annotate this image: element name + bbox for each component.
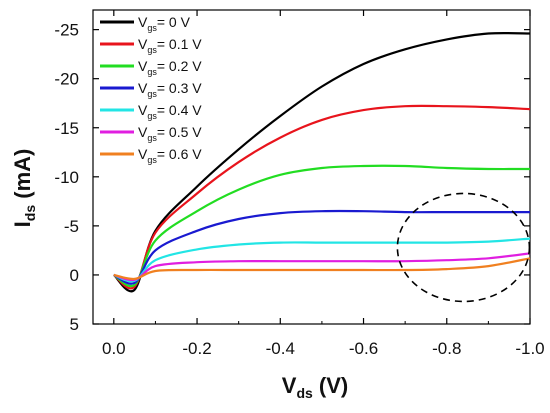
- series-line: [113, 252, 531, 282]
- y-tick-label: 0: [70, 266, 79, 285]
- y-axis-title: Ids (mA): [10, 149, 38, 228]
- series-line: [113, 209, 530, 285]
- y-tick-label: -5: [64, 217, 79, 236]
- x-tick-label: -0.2: [182, 339, 211, 358]
- legend-label: Vgs= 0.5 V: [138, 124, 202, 143]
- x-axis-ticks: 0.0 -0.2 -0.4 -0.6 -0.8 -1.0: [102, 10, 545, 358]
- series-line: [113, 104, 531, 290]
- y-tick-label: 5: [70, 315, 79, 334]
- x-tick-label: -1.0: [515, 339, 544, 358]
- legend-label: Vgs= 0.2 V: [138, 58, 202, 77]
- y-tick-label: -20: [54, 70, 79, 89]
- x-tick-label: -0.4: [266, 339, 295, 358]
- legend-label: Vgs= 0.4 V: [138, 102, 202, 121]
- legend-label: Vgs= 0 V: [138, 14, 191, 33]
- x-axis-title-sub: ds: [296, 385, 313, 401]
- legend-label: Vgs= 0.6 V: [138, 146, 202, 165]
- x-axis-title-main: V: [282, 373, 297, 398]
- series-line: [113, 164, 531, 288]
- series-line: [113, 237, 531, 283]
- x-tick-label: 0.0: [102, 339, 126, 358]
- legend-label: Vgs= 0.3 V: [138, 80, 202, 99]
- plot-border: [92, 9, 531, 325]
- y-tick-label: -10: [54, 168, 79, 187]
- series-line: [113, 257, 531, 281]
- x-tick-label: -0.8: [432, 339, 461, 358]
- saturation-highlight-circle: [396, 192, 531, 303]
- x-axis-title-unit: (V): [313, 373, 348, 398]
- annotation-layer: [396, 192, 531, 303]
- y-axis-ticks: 5 0 -5 -10 -15 -20 -25: [54, 21, 530, 334]
- legend-label: Vgs= 0.1 V: [138, 36, 202, 55]
- y-tick-label: -25: [54, 21, 79, 40]
- series-layer: [113, 32, 531, 293]
- y-axis-title-unit: (mA): [10, 149, 35, 205]
- y-tick-label: -15: [54, 119, 79, 138]
- x-tick-label: -0.6: [349, 339, 378, 358]
- x-axis-title: Vds (V): [282, 373, 348, 401]
- plot-frame: [92, 9, 531, 325]
- legend: Vgs= 0 V Vgs= 0.1 V Vgs= 0.2 V Vgs= 0.3 V Vg…: [100, 14, 202, 165]
- y-axis-title-sub: ds: [22, 205, 38, 222]
- y-axis-title-main: I: [10, 221, 35, 227]
